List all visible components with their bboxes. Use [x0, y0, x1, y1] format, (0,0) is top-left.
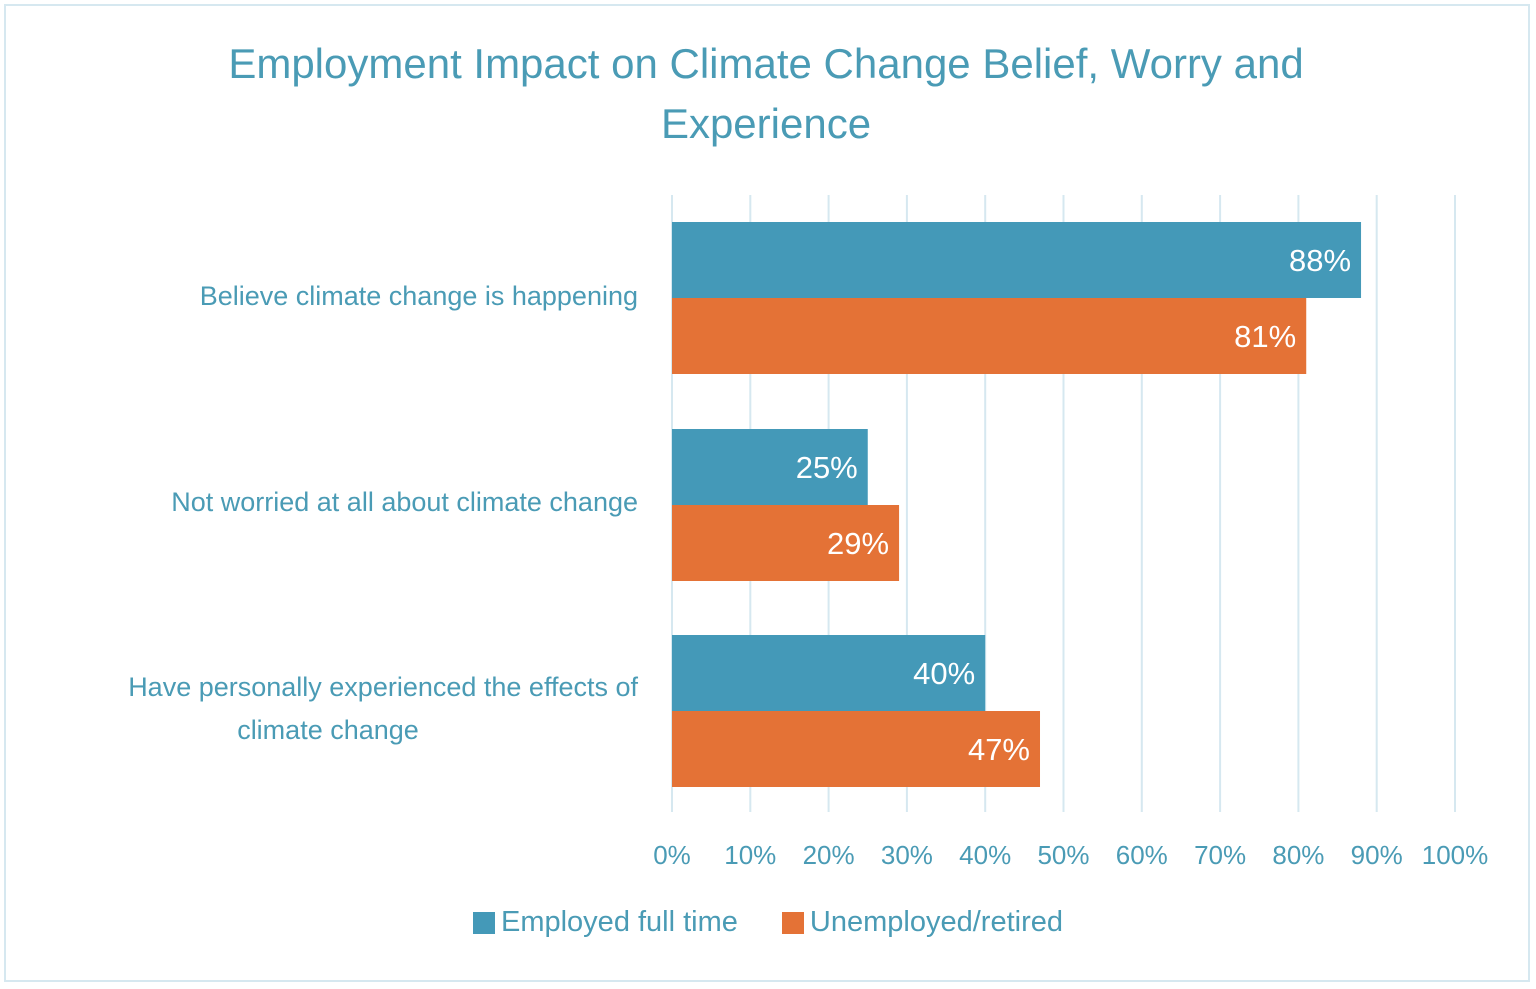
x-tick-label: 100% — [1422, 840, 1489, 870]
data-label: 47% — [968, 732, 1030, 767]
bar-unemployed — [672, 298, 1307, 374]
x-tick-label: 80% — [1272, 840, 1324, 870]
chart-title-line-2: Experience — [660, 100, 872, 147]
legend-swatch-employed — [472, 911, 495, 934]
data-label: 88% — [1289, 243, 1351, 278]
category-label-1-line-1: Believe climate change is happening — [199, 281, 638, 311]
data-label: 29% — [827, 526, 889, 561]
bar-unemployed — [672, 505, 900, 581]
legend-label-employed: Employed full time — [500, 906, 738, 938]
legend-swatch-unemployed — [781, 911, 804, 934]
bar-employed — [672, 635, 986, 711]
x-tick-label: 90% — [1351, 840, 1403, 870]
x-tick-label: 70% — [1194, 840, 1246, 870]
x-tick-label: 60% — [1116, 840, 1168, 870]
x-tick-label: 20% — [803, 840, 855, 870]
legend-label-unemployed: Unemployed/retired — [809, 906, 1063, 938]
x-tick-label: 10% — [724, 840, 776, 870]
legend-item-employed: Employed full time — [472, 906, 738, 939]
category-label-2-line-1: Not worried at all about climate change — [171, 487, 638, 517]
x-tick-label: 40% — [959, 840, 1011, 870]
data-label: 40% — [913, 656, 975, 691]
x-tick-label: 50% — [1037, 840, 1089, 870]
category-label-3-line-2: climate change — [237, 715, 419, 745]
category-label-1: Believe climate change is happening — [0, 275, 638, 318]
data-label: 25% — [796, 450, 858, 485]
category-label-3: Have personally experienced the effects … — [0, 666, 638, 752]
legend-item-unemployed: Unemployed/retired — [781, 906, 1063, 939]
x-tick-label: 30% — [881, 840, 933, 870]
bar-employed — [672, 222, 1362, 298]
chart-title: Employment Impact on Climate Change Beli… — [0, 34, 1532, 154]
category-label-2: Not worried at all about climate change — [0, 481, 638, 524]
x-tick-label: 0% — [653, 840, 691, 870]
category-label-3-line-1: Have personally experienced the effects … — [128, 672, 638, 702]
chart-title-line-1: Employment Impact on Climate Change Beli… — [228, 40, 1304, 87]
bar-employed — [672, 429, 868, 505]
data-label: 81% — [1234, 319, 1296, 354]
bar-unemployed — [672, 711, 1041, 787]
legend: Employed full time Unemployed/retired — [0, 906, 1536, 939]
